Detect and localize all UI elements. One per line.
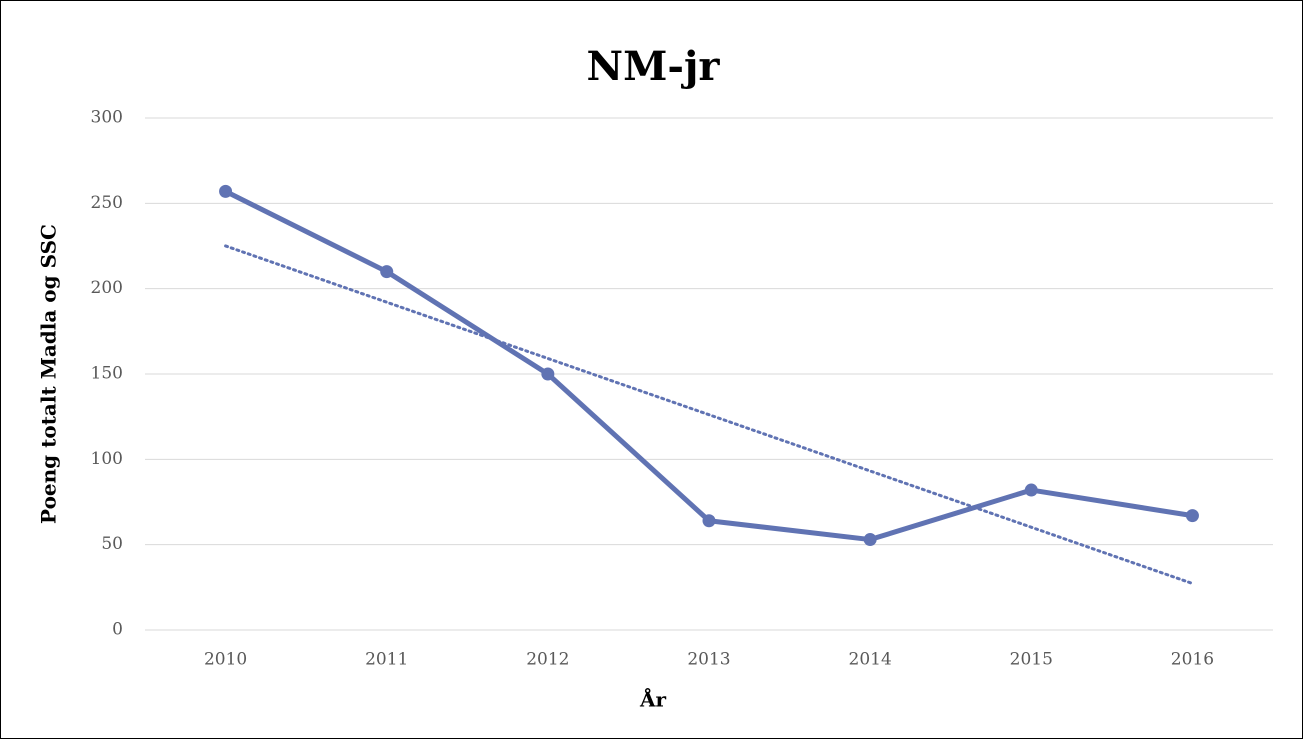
- x-axis-label: År: [639, 688, 667, 712]
- y-axis-label: Poeng totalt Madla og SSC: [37, 224, 61, 524]
- trendline: [224, 244, 1194, 585]
- x-tick-label: 2015: [1010, 650, 1053, 670]
- y-tick-label: 200: [91, 278, 123, 298]
- x-tick-label: 2011: [365, 650, 408, 670]
- y-tick-label: 300: [91, 108, 123, 128]
- chart-title: NM-jr: [587, 43, 721, 90]
- y-tick-label: 150: [91, 364, 123, 384]
- x-tick-label: 2014: [849, 650, 892, 670]
- data-point: [863, 533, 877, 547]
- x-tick-label: 2016: [1171, 650, 1214, 670]
- y-tick-label: 50: [101, 534, 123, 554]
- data-point: [541, 367, 555, 381]
- data-point: [702, 514, 716, 528]
- y-tick-label: 0: [112, 620, 123, 640]
- x-tick-label: 2013: [687, 650, 730, 670]
- x-tick-label: 2010: [204, 650, 247, 670]
- y-tick-label: 100: [91, 449, 123, 469]
- data-point: [1185, 509, 1199, 523]
- y-tick-label: 250: [91, 193, 123, 213]
- data-point: [1024, 483, 1038, 497]
- data-point: [219, 184, 233, 198]
- x-tick-label: 2012: [526, 650, 569, 670]
- data-point: [380, 265, 394, 279]
